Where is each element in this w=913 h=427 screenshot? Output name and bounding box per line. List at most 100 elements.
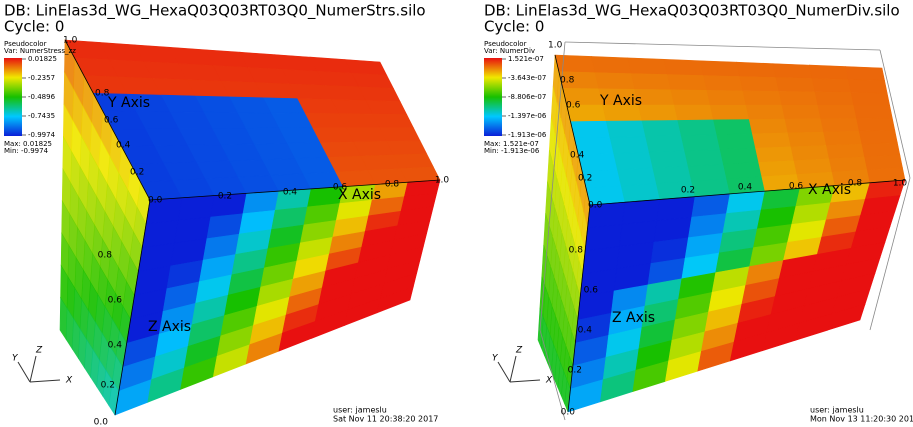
- axis-title: Y Axis: [599, 93, 642, 109]
- legend-tick-label: -1.397e-06: [508, 112, 547, 120]
- mesh-cell: [688, 164, 727, 181]
- y-tick-label: 0.0: [588, 201, 603, 211]
- mesh-cell: [674, 105, 713, 120]
- z-tick-label: 0.0: [94, 418, 109, 427]
- legend-tick-label: -0.7435: [28, 112, 55, 120]
- axis-title: Z Axis: [612, 310, 655, 326]
- mesh-cell: [373, 114, 413, 128]
- mesh-cell: [380, 128, 420, 142]
- y-tick-label: 1.0: [548, 41, 563, 51]
- triad-axis: [510, 380, 540, 382]
- mesh-cell: [653, 166, 692, 184]
- legend-tick-label: -0.4896: [28, 93, 56, 101]
- y-tick-label: 1.0: [63, 36, 78, 46]
- mesh-cell: [829, 157, 867, 172]
- mesh-cell: [628, 58, 668, 75]
- triad-label: Z: [35, 346, 43, 356]
- z-tick-label: 0.0: [561, 408, 576, 418]
- mesh-cell: [749, 119, 788, 134]
- legend-var: Var: NumerStress_zz: [4, 47, 76, 55]
- mesh-cell: [387, 141, 427, 155]
- x-tick-label: 0.4: [738, 183, 753, 193]
- mesh-cell: [667, 75, 706, 91]
- x-tick-label: 0.8: [385, 180, 400, 190]
- triad-label: Z: [515, 346, 523, 356]
- mesh-cell: [649, 151, 688, 168]
- db-title: DB: LinElas3d_WG_HexaQ03Q03RT03Q0_NumerS…: [4, 2, 426, 21]
- y-tick-label: 0.8: [95, 89, 110, 99]
- mesh-cell: [782, 105, 821, 119]
- mesh-cell: [591, 56, 631, 73]
- legend-min: Min: -1.913e-06: [484, 147, 540, 155]
- color-bar: [4, 58, 22, 136]
- z-tick-label: 0.6: [584, 286, 599, 296]
- mesh-cell: [614, 152, 653, 170]
- mesh-cell: [851, 92, 890, 105]
- y-tick-label: 0.4: [116, 141, 131, 151]
- triad-axis: [498, 362, 510, 382]
- axis-title: Y Axis: [107, 95, 150, 111]
- mesh-cell: [759, 161, 797, 177]
- date: Mon Nov 13 11:20:30 2017: [810, 415, 913, 424]
- mesh-cell: [678, 120, 717, 136]
- legend-min: Min: -0.9974: [4, 147, 49, 155]
- mesh-cell: [809, 65, 848, 79]
- mesh-cell: [824, 131, 862, 145]
- mesh-cell: [756, 147, 794, 163]
- db-title: DB: LinElas3d_WG_HexaQ03Q03RT03Q0_NumerD…: [484, 2, 900, 21]
- mesh-cell: [714, 120, 753, 135]
- mesh-cell: [681, 135, 720, 151]
- y-tick-label: 0.6: [566, 101, 581, 111]
- z-tick-label: 0.8: [98, 251, 113, 261]
- mesh-cell: [622, 199, 660, 224]
- mesh-cell: [773, 64, 812, 79]
- x-tick-label: 0.2: [681, 186, 695, 196]
- mesh-cell: [812, 78, 851, 92]
- mesh-cell: [815, 92, 854, 105]
- mesh-cell: [685, 150, 724, 167]
- mesh-cell: [794, 159, 832, 175]
- date: Sat Nov 11 20:38:20 2017: [333, 415, 438, 424]
- x-tick-label: 1.0: [893, 179, 908, 189]
- mesh-cell: [821, 118, 859, 132]
- mesh-cell: [704, 76, 743, 91]
- triad-label: Y: [12, 354, 19, 364]
- mesh-cell: [394, 154, 434, 169]
- mesh-cell: [555, 55, 595, 73]
- mesh-cell: [785, 119, 824, 133]
- z-tick-label: 0.6: [108, 296, 123, 306]
- mesh-cell: [740, 77, 779, 92]
- mesh-cell: [606, 121, 645, 138]
- triad-label: X: [65, 376, 73, 386]
- z-tick-label: 0.8: [569, 246, 584, 256]
- legend-tick-label: -1.913e-06: [508, 131, 547, 139]
- mesh-cell: [743, 91, 782, 105]
- mesh-cell: [571, 121, 610, 138]
- y-tick-label: 0.6: [104, 116, 119, 126]
- mesh-cell: [618, 168, 657, 186]
- legend-tick-label: 1.521e-07: [508, 55, 544, 63]
- mesh-cell: [846, 67, 885, 81]
- x-tick-label: 1.0: [435, 176, 450, 186]
- render-panel: [538, 42, 910, 420]
- mesh-cell: [646, 136, 685, 153]
- mesh-cell: [631, 74, 671, 90]
- y-tick-label: 0.2: [578, 174, 592, 184]
- legend-tick-label: -0.2357: [28, 74, 55, 82]
- mesh-cell: [621, 184, 660, 203]
- mesh-cell: [737, 62, 776, 77]
- mesh-cell: [610, 137, 649, 154]
- x-tick-label: 0.4: [283, 188, 298, 198]
- color-bar: [484, 58, 502, 136]
- mesh-cell: [664, 59, 704, 75]
- x-tick-label: 0.6: [333, 183, 348, 193]
- mesh-cell: [595, 73, 635, 90]
- y-tick-label: 0.2: [130, 168, 144, 178]
- mesh-cell: [859, 130, 897, 144]
- mesh-cell: [700, 61, 739, 77]
- mesh-cell: [862, 143, 900, 157]
- cycle: Cycle: 0: [4, 18, 64, 36]
- mesh-cell: [178, 196, 214, 221]
- z-tick-label: 0.4: [578, 326, 593, 336]
- mesh-cell: [366, 100, 407, 114]
